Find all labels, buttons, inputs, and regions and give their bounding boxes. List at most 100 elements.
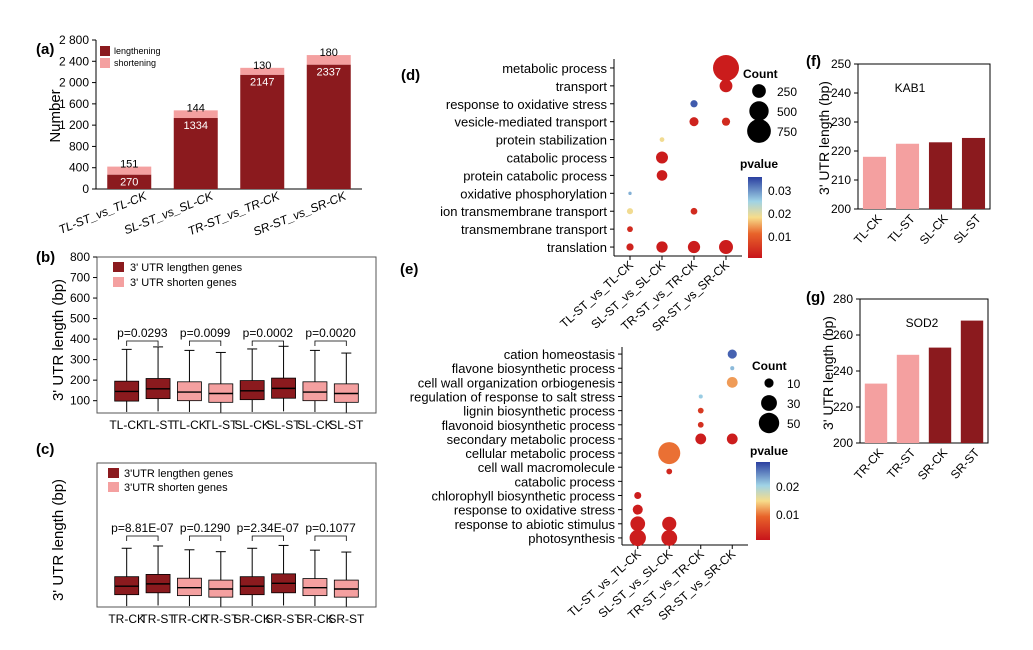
bar [961, 137, 986, 209]
dot [698, 394, 703, 399]
panel-d-color-legend-title: pvalue [740, 157, 778, 171]
legend-swatch-shorten-c [108, 482, 119, 492]
dot [626, 208, 634, 215]
significance-bracket [189, 340, 222, 346]
panel-b-legend: 3' UTR lengthen genes 3' UTR shorten gen… [113, 262, 243, 289]
y-tick-label: 220 [833, 400, 853, 414]
dot [730, 366, 735, 371]
dot [656, 241, 668, 253]
dot [695, 433, 707, 445]
y-tick-label: 250 [831, 57, 851, 71]
term-label: oxidative phosphorylation [460, 186, 607, 201]
color-bar [756, 462, 770, 540]
plot-frame [96, 256, 377, 414]
dot [661, 530, 678, 546]
size-legend-dot [758, 412, 780, 434]
x-tick-label: SL-ST [329, 418, 364, 432]
dot [727, 349, 737, 359]
box-body [177, 381, 202, 402]
term-label: chlorophyll biosynthetic process [431, 489, 615, 504]
dot [666, 468, 673, 475]
panel-a-legend: lengthening shortening [100, 46, 161, 68]
bar-lengthening [240, 74, 285, 189]
color-bar-tick-label: 0.01 [776, 508, 800, 522]
term-label: response to oxidative stress [454, 503, 616, 518]
legend-label-lengthening: lengthening [114, 46, 161, 56]
term-label: catabolic process [507, 151, 608, 166]
significance-bracket [251, 340, 284, 346]
y-tick-label: 210 [831, 173, 851, 187]
term-label: protein catabolic process [463, 168, 607, 183]
panel-c: (c) 3' UTR length (bp) TR-CKTR-STTR-CKTR… [36, 441, 377, 626]
dot [690, 207, 698, 215]
x-tick-label: SR-ST [948, 445, 983, 482]
color-bar [748, 177, 762, 258]
panel-c-plot: TR-CKTR-STTR-CKTR-STSR-CKSR-STSR-CKSR-ST… [96, 462, 377, 626]
pvalue-label: p=8.81E-07 [111, 521, 174, 535]
y-tick-label: 600 [70, 291, 90, 305]
pvalue-label: p=0.0293 [117, 326, 168, 340]
dot [721, 117, 731, 126]
panel-d: (d) metabolic process transport response t… [401, 54, 797, 334]
bar-shortening [306, 55, 351, 65]
y-tick-label: 240 [831, 86, 851, 100]
panel-d-label: (d) [401, 67, 420, 84]
legend-label-shorten-c: 3'UTR shorten genes [124, 482, 228, 494]
panel-c-y-axis-label: 3' UTR length (bp) [50, 479, 67, 601]
panel-b-label: (b) [36, 249, 55, 266]
dot [687, 240, 701, 254]
dot [658, 442, 681, 465]
panel-a-bars: 270 151 1334 144 2147 130 2337 180 [107, 47, 351, 189]
pvalue-label: p=2.34E-07 [237, 521, 300, 535]
x-tick-label: TR-ST [203, 612, 239, 626]
y-tick-label: 1 200 [59, 118, 89, 132]
y-tick-label: 220 [831, 144, 851, 158]
dot [726, 433, 738, 445]
x-tick-label: TL-CK [851, 212, 885, 247]
term-label: transport [556, 79, 608, 94]
legend-swatch-lengthen [113, 262, 124, 272]
bar [864, 383, 888, 443]
plot-frame [857, 63, 991, 210]
term-label: vesicle-mediated transport [455, 115, 608, 130]
bar-value-label-lengthening: 1334 [184, 120, 208, 132]
pvalue-label: p=0.1077 [305, 521, 356, 535]
x-tick-label: SL-CK [235, 418, 270, 432]
dot [690, 100, 698, 108]
size-legend-label: 500 [777, 105, 797, 119]
size-legend-label: 250 [777, 85, 797, 99]
dot [697, 421, 704, 428]
panel-b: (b) 3' UTR length (bp) 100 200 300 400 500 60… [36, 249, 377, 432]
size-legend-dot [747, 119, 771, 143]
term-label: regulation of response to salt stress [410, 390, 616, 405]
legend-label-shortening: shortening [114, 58, 156, 68]
x-tick-label: SR-CK [915, 446, 950, 483]
panel-a: (a) Number 0 400 800 1 200 1 600 2 000 2 400 2 … [36, 33, 362, 239]
panel-c-legend: 3'UTR lengthen genes 3'UTR shorten genes [108, 468, 234, 494]
y-tick-label: 100 [70, 394, 90, 408]
panel-a-label: (a) [36, 41, 54, 58]
x-tick-label: SL-ST [951, 211, 985, 246]
size-legend-label: 750 [777, 125, 797, 139]
significance-bracket [126, 535, 159, 541]
term-label: translation [547, 240, 607, 255]
dot [689, 117, 699, 127]
bar-lengthening [107, 174, 152, 189]
size-legend-dot [764, 378, 774, 388]
panel-d-size-legend-title: Count [743, 67, 778, 81]
y-tick-label: 240 [833, 364, 853, 378]
term-label: cation homeostasis [504, 347, 616, 362]
pvalue-label: p=0.0099 [180, 326, 231, 340]
bar-value-label-lengthening: 2337 [317, 67, 341, 79]
panel-f-title: KAB1 [895, 81, 926, 95]
x-tick-label: TL-ST [141, 418, 175, 432]
bar [928, 142, 953, 209]
x-tick-label: TR-CK [851, 446, 886, 483]
legend-swatch-shorten [113, 277, 124, 287]
plot-frame [96, 462, 377, 608]
term-label: photosynthesis [528, 531, 615, 546]
pvalue-label: p=0.0020 [305, 326, 356, 340]
color-bar-tick-label: 0.01 [768, 230, 792, 244]
